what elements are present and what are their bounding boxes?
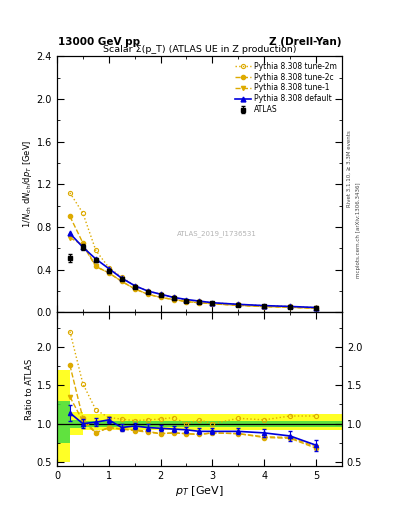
Pythia 8.308 tune-2m: [184, 297, 189, 304]
Line: Pythia 8.308 tune-2m: Pythia 8.308 tune-2m: [68, 191, 318, 310]
Pythia 8.308 tune-2m: [132, 283, 137, 289]
Pythia 8.308 tune-1: [145, 291, 150, 297]
Pythia 8.308 tune-2m: [171, 294, 176, 301]
Pythia 8.308 tune-1: [68, 234, 72, 241]
Pythia 8.308 default: [210, 300, 215, 306]
Pythia 8.308 tune-1: [81, 242, 85, 248]
Pythia 8.308 default: [184, 296, 189, 303]
Legend: Pythia 8.308 tune-2m, Pythia 8.308 tune-2c, Pythia 8.308 tune-1, Pythia 8.308 de: Pythia 8.308 tune-2m, Pythia 8.308 tune-…: [234, 60, 338, 116]
Pythia 8.308 tune-2c: [145, 291, 150, 297]
Pythia 8.308 default: [236, 301, 241, 307]
Pythia 8.308 tune-1: [132, 286, 137, 292]
Pythia 8.308 tune-2c: [236, 302, 241, 308]
Pythia 8.308 tune-1: [119, 279, 124, 285]
Pythia 8.308 default: [81, 244, 85, 250]
Pythia 8.308 default: [262, 303, 266, 309]
Pythia 8.308 tune-1: [210, 301, 215, 307]
Pythia 8.308 tune-2m: [288, 304, 292, 310]
Bar: [83, 421, 109, 427]
Pythia 8.308 tune-2c: [171, 296, 176, 303]
Pythia 8.308 default: [314, 305, 318, 311]
Pythia 8.308 tune-2m: [68, 190, 72, 196]
Pythia 8.308 default: [132, 283, 137, 289]
Pythia 8.308 tune-2m: [119, 274, 124, 280]
Pythia 8.308 tune-1: [94, 263, 98, 269]
Pythia 8.308 tune-2c: [314, 305, 318, 311]
Pythia 8.308 tune-2c: [210, 301, 215, 307]
Pythia 8.308 default: [145, 288, 150, 294]
Pythia 8.308 tune-2m: [314, 305, 318, 311]
Pythia 8.308 default: [158, 291, 163, 297]
Pythia 8.308 tune-2c: [197, 300, 202, 306]
Pythia 8.308 tune-1: [107, 270, 111, 276]
Pythia 8.308 tune-2c: [119, 279, 124, 285]
Pythia 8.308 default: [119, 275, 124, 281]
Pythia 8.308 default: [288, 304, 292, 310]
Pythia 8.308 tune-2c: [68, 213, 72, 219]
Bar: [70, 412, 83, 435]
Pythia 8.308 tune-2c: [94, 263, 98, 269]
Pythia 8.308 tune-2m: [262, 303, 266, 309]
Text: mcplots.cern.ch [arXiv:1306.3436]: mcplots.cern.ch [arXiv:1306.3436]: [356, 183, 361, 278]
Pythia 8.308 tune-1: [288, 304, 292, 310]
Text: 13000 GeV pp: 13000 GeV pp: [58, 37, 140, 47]
Pythia 8.308 tune-2m: [145, 288, 150, 294]
Pythia 8.308 tune-2m: [210, 300, 215, 306]
Pythia 8.308 tune-2m: [158, 291, 163, 297]
Bar: [109, 415, 342, 430]
Pythia 8.308 tune-1: [158, 294, 163, 301]
Pythia 8.308 default: [171, 294, 176, 301]
Line: Pythia 8.308 default: Pythia 8.308 default: [68, 231, 318, 310]
Pythia 8.308 tune-2c: [158, 294, 163, 301]
Pythia 8.308 default: [107, 266, 111, 272]
Text: Z (Drell-Yan): Z (Drell-Yan): [269, 37, 341, 47]
Pythia 8.308 tune-2c: [184, 298, 189, 305]
Bar: [83, 415, 109, 430]
Pythia 8.308 tune-2c: [107, 270, 111, 276]
X-axis label: $p_T\ \mathsf{[GeV]}$: $p_T\ \mathsf{[GeV]}$: [175, 483, 224, 498]
Pythia 8.308 tune-2m: [197, 298, 202, 304]
Pythia 8.308 tune-1: [262, 304, 266, 310]
Pythia 8.308 default: [94, 256, 98, 262]
Y-axis label: Ratio to ATLAS: Ratio to ATLAS: [25, 358, 34, 420]
Text: ATLAS_2019_I1736531: ATLAS_2019_I1736531: [177, 230, 257, 237]
Pythia 8.308 tune-2m: [81, 210, 85, 216]
Pythia 8.308 tune-2m: [236, 301, 241, 307]
Bar: [57, 400, 70, 443]
Text: Rivet 3.1.10, ≥ 3.3M events: Rivet 3.1.10, ≥ 3.3M events: [347, 131, 352, 207]
Pythia 8.308 tune-1: [197, 300, 202, 306]
Pythia 8.308 tune-2c: [132, 286, 137, 292]
Pythia 8.308 default: [197, 298, 202, 304]
Pythia 8.308 tune-1: [171, 296, 176, 303]
Bar: [57, 370, 70, 462]
Pythia 8.308 tune-1: [314, 305, 318, 311]
Pythia 8.308 tune-2m: [107, 264, 111, 270]
Bar: [70, 420, 83, 428]
Line: Pythia 8.308 tune-2c: Pythia 8.308 tune-2c: [68, 214, 318, 310]
Line: Pythia 8.308 tune-1: Pythia 8.308 tune-1: [68, 236, 318, 310]
Pythia 8.308 tune-1: [236, 302, 241, 308]
Pythia 8.308 tune-2c: [288, 304, 292, 310]
Pythia 8.308 tune-1: [184, 298, 189, 305]
Pythia 8.308 default: [68, 230, 72, 237]
Pythia 8.308 tune-2c: [262, 304, 266, 310]
Pythia 8.308 tune-2c: [81, 240, 85, 246]
Bar: [109, 421, 342, 427]
Title: Scalar Σ(p_T) (ATLAS UE in Z production): Scalar Σ(p_T) (ATLAS UE in Z production): [103, 45, 296, 54]
Y-axis label: $1/N_\mathsf{ch}\ \mathsf{d}N_\mathsf{ch}/\mathsf{d}p_T\ \mathsf{[GeV]}$: $1/N_\mathsf{ch}\ \mathsf{d}N_\mathsf{ch…: [21, 140, 34, 228]
Pythia 8.308 tune-2m: [94, 247, 98, 253]
